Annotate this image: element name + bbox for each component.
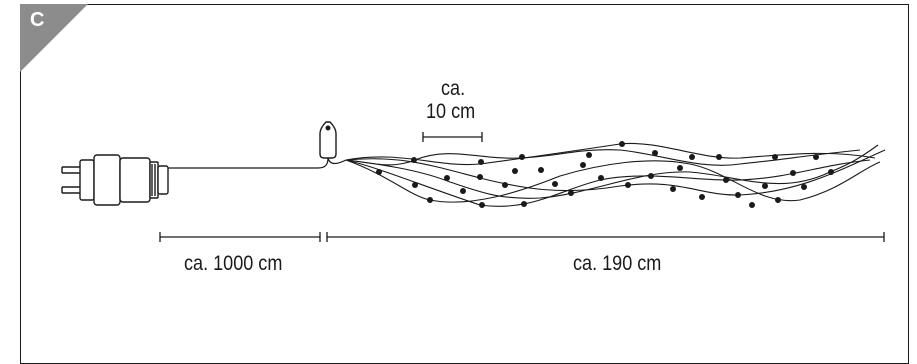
led-light-icon [619,141,625,147]
led-light-icon [444,175,450,181]
led-light-icon [478,159,484,165]
led-light-icon [538,167,544,173]
panel-corner-tab [20,4,88,72]
spacing-label-line2: 10 cm [426,100,476,123]
led-light-icon [828,169,834,175]
led-light-icon [477,174,483,180]
light-chain-diagram [61,121,886,242]
spacing-label-line1: ca. [441,77,466,100]
led-light-icon [427,197,433,203]
led-light-icon [648,173,654,179]
spacing-dimension [422,132,483,142]
led-light-icon [598,175,604,181]
power-cable [168,157,329,169]
led-light-icon [625,182,631,188]
cable-length-dimension [159,232,321,242]
led-light-icon [723,177,729,183]
led-light-icon [412,182,418,188]
lights-length-label: ca. 190 cm [573,252,662,275]
plug-icon [61,154,169,206]
led-light-icon [689,154,695,160]
led-light-icon [772,154,778,160]
led-light-icon [762,183,768,189]
led-light-icon [519,154,525,160]
led-light-icon [775,197,781,203]
led-light-icon [716,154,722,160]
led-light-icon [749,202,755,208]
led-light-icon [677,165,683,171]
led-light-icon [790,170,796,176]
led-lights [376,141,834,208]
light-strands [345,142,886,207]
led-light-icon [699,194,705,200]
led-light-icon [552,181,558,187]
led-light-icon [652,150,658,156]
panel-letter: C [30,9,45,31]
led-light-icon [512,168,518,174]
led-light-icon [580,162,586,168]
led-light-icon [479,202,485,208]
led-light-icon [568,190,574,196]
led-light-icon [735,192,741,198]
led-light-icon [801,184,807,190]
led-light-icon [813,154,819,160]
led-light-icon [502,182,508,188]
transformer-icon [319,121,337,159]
led-light-icon [460,188,466,194]
led-light-icon [670,186,676,192]
led-light-icon [411,157,417,163]
cable-length-label: ca. 1000 cm [184,252,283,275]
lights-length-dimension [326,232,885,242]
led-light-icon [376,169,382,175]
led-light-icon [586,152,592,158]
led-light-icon [521,201,527,207]
